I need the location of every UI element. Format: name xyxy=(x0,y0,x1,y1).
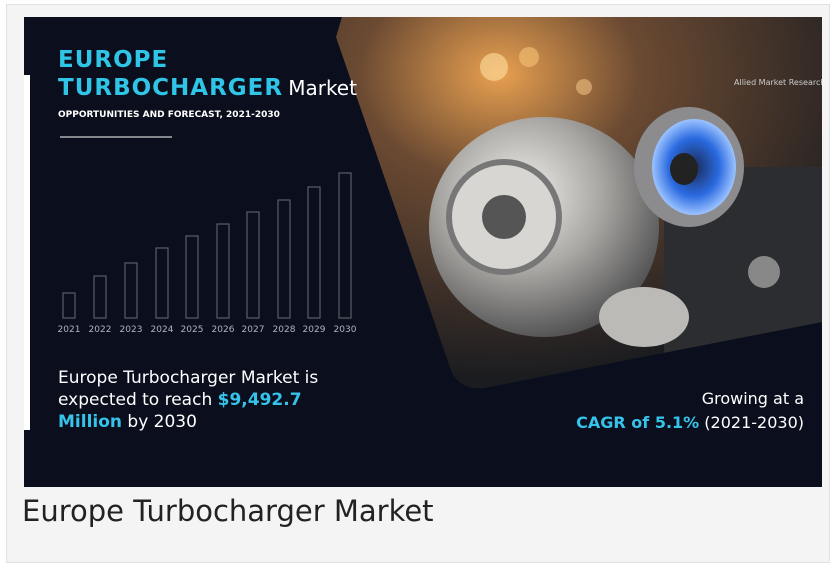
year-label: 2021 xyxy=(58,325,81,335)
title-line1: EUROPE xyxy=(58,47,168,73)
period: (2021-2030) xyxy=(704,413,804,432)
year-label: 2029 xyxy=(303,325,326,335)
title-line2: TURBOCHARGER Market xyxy=(58,75,357,101)
year-label: 2027 xyxy=(242,325,265,335)
photo xyxy=(324,17,822,397)
bar-illustration xyxy=(63,173,351,318)
year-label: 2024 xyxy=(151,325,174,335)
year-label: 2028 xyxy=(273,325,296,335)
logo: Allied Market Research xyxy=(734,78,822,87)
year-label: 2026 xyxy=(212,325,235,335)
accent-bar xyxy=(24,75,30,430)
summary: Europe Turbocharger Market is expected t… xyxy=(58,367,343,433)
year-labels: 2021 2022 2023 2024 2025 2026 2027 2028 2029 2030 xyxy=(58,325,357,335)
growth-line2: CAGR of 5.1% (2021-2030) xyxy=(576,411,804,435)
year-label: 2022 xyxy=(89,325,112,335)
page: Allied Market Research 20212022202320242… xyxy=(0,0,836,567)
growth: Growing at a CAGR of 5.1% (2021-2030) xyxy=(576,387,804,435)
growth-line: Growing at a xyxy=(576,387,804,411)
year-label: 2023 xyxy=(120,325,143,335)
title-suffix: Market xyxy=(288,76,357,100)
cagr: CAGR of 5.1% xyxy=(576,413,699,432)
year-label: 2025 xyxy=(181,325,204,335)
title-highlight: TURBOCHARGER xyxy=(58,75,283,101)
year-label: 2030 xyxy=(334,325,357,335)
caption: Europe Turbocharger Market xyxy=(22,494,434,528)
subtitle: OPPORTUNITIES AND FORECAST, 2021-2030 xyxy=(58,110,280,120)
summary-text-after: by 2030 xyxy=(127,412,197,432)
